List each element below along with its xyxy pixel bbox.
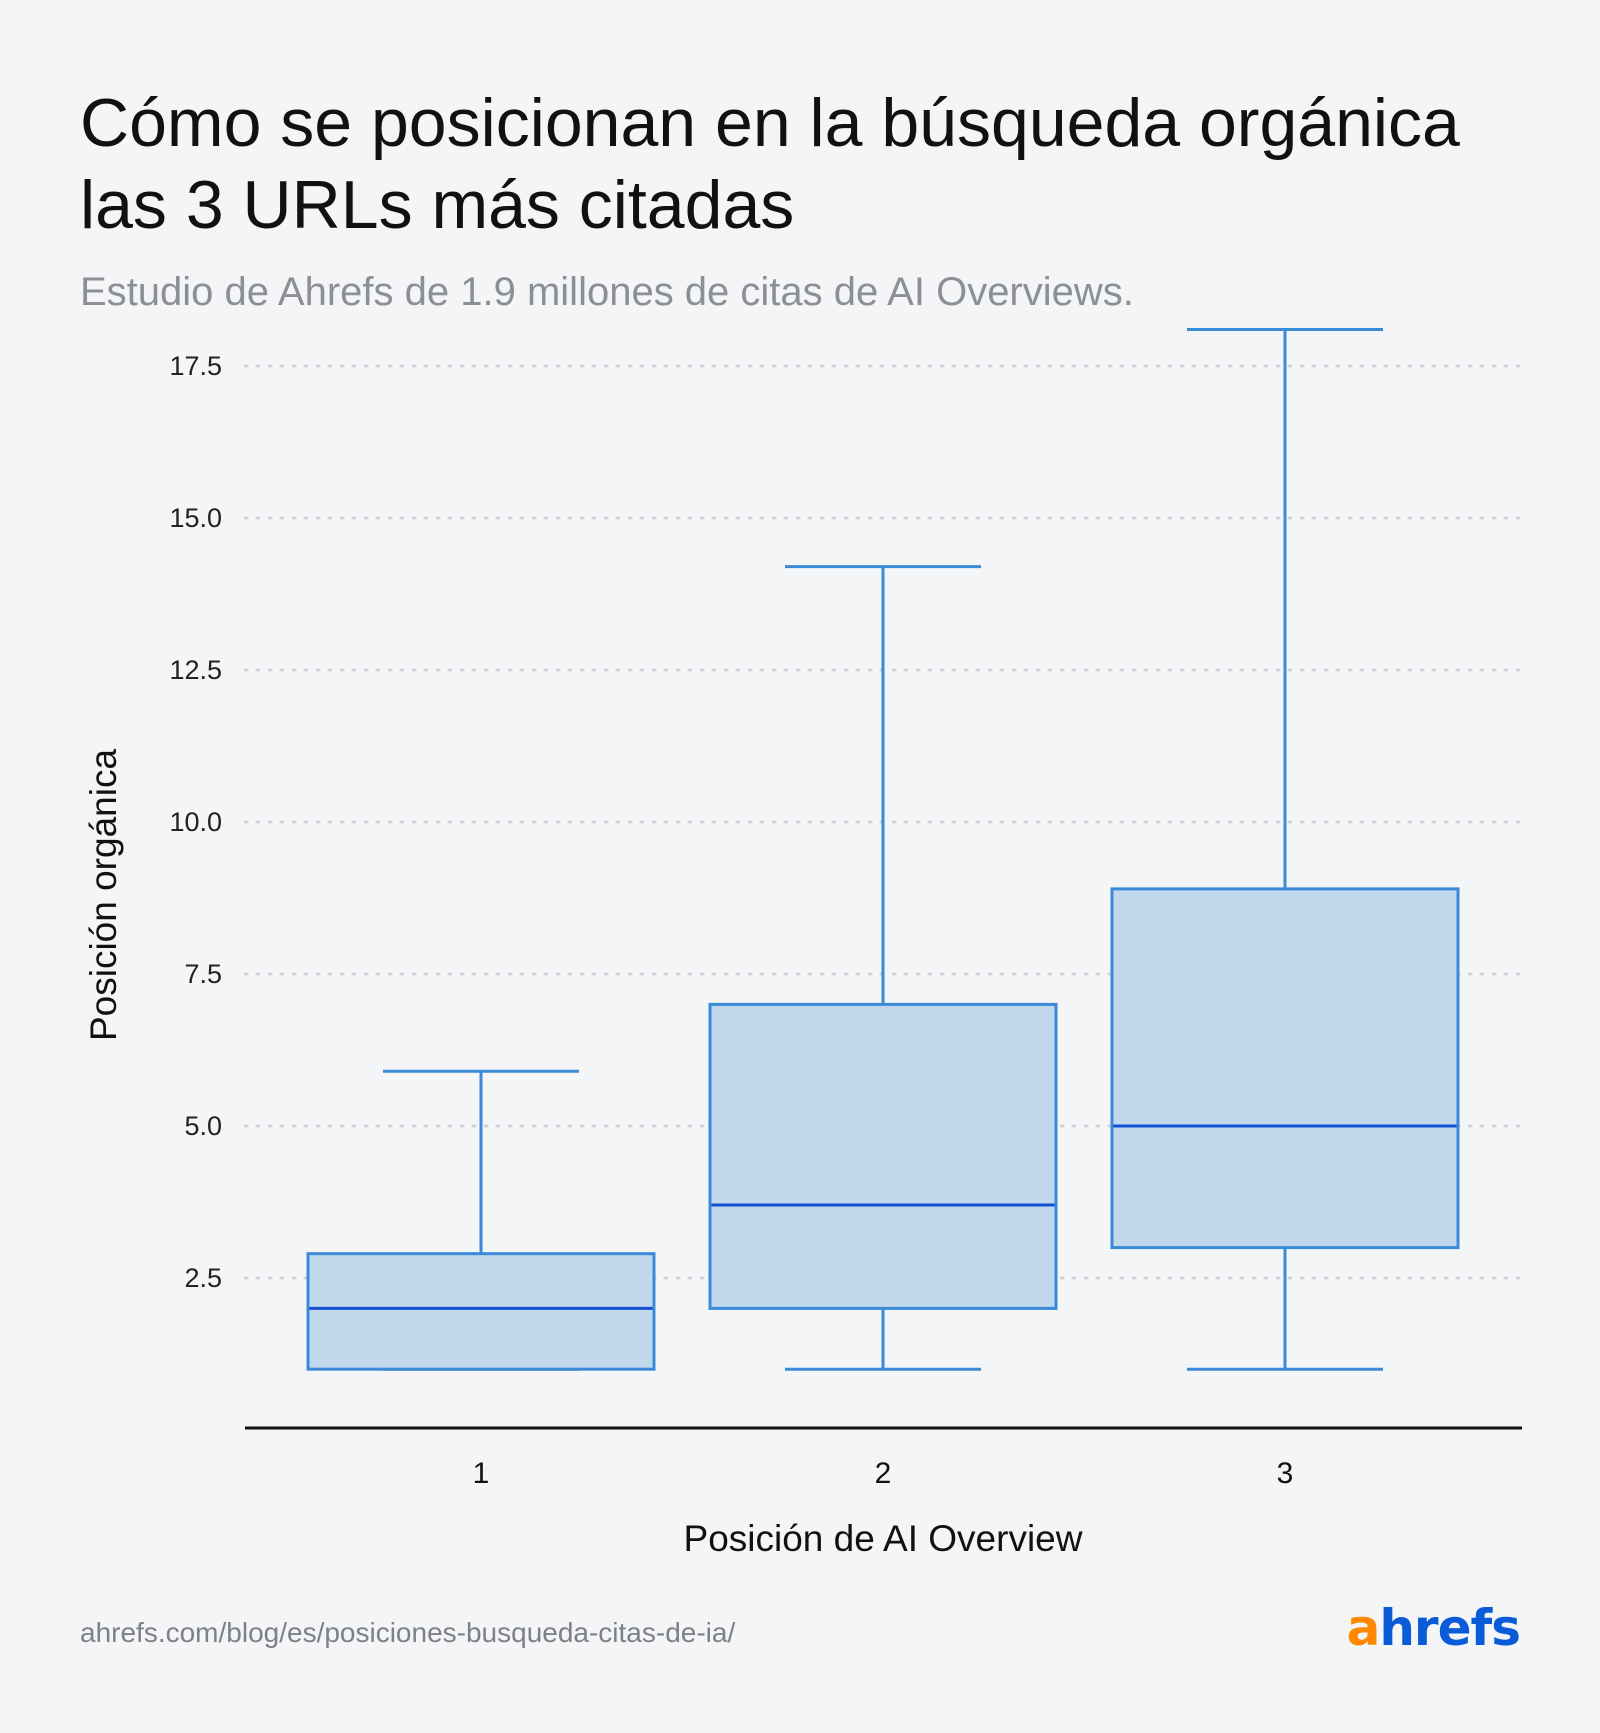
chart-title: Cómo se posicionan en la búsqueda orgáni… — [80, 85, 1460, 243]
y-tick-label: 5.0 — [184, 1111, 222, 1141]
y-tick-label: 2.5 — [184, 1263, 222, 1293]
box — [1110, 887, 1460, 1250]
box — [306, 1252, 656, 1371]
chart-subtitle: Estudio de Ahrefs de 1.9 millones de cit… — [80, 270, 1134, 314]
y-tick-label: 15.0 — [169, 503, 222, 533]
source-url: ahrefs.com/blog/es/posiciones-busqueda-c… — [80, 1617, 736, 1648]
logo-letter-a: a — [1346, 1599, 1381, 1657]
logo-letters-rest: hrefs — [1379, 1599, 1521, 1657]
x-tick-label: 1 — [473, 1457, 490, 1490]
y-tick-label: 17.5 — [169, 351, 222, 381]
ahrefs-logo: ahrefs — [1346, 1598, 1521, 1658]
x-tick-label: 3 — [1277, 1457, 1294, 1490]
x-axis-title: Posición de AI Overview — [684, 1518, 1083, 1559]
y-tick-label: 12.5 — [169, 655, 222, 685]
y-tick-label: 10.0 — [169, 807, 222, 837]
y-axis-title: Posición orgánica — [83, 749, 124, 1041]
x-tick-label: 2 — [875, 1457, 892, 1490]
y-tick-label: 7.5 — [184, 959, 222, 989]
box — [708, 1002, 1058, 1310]
